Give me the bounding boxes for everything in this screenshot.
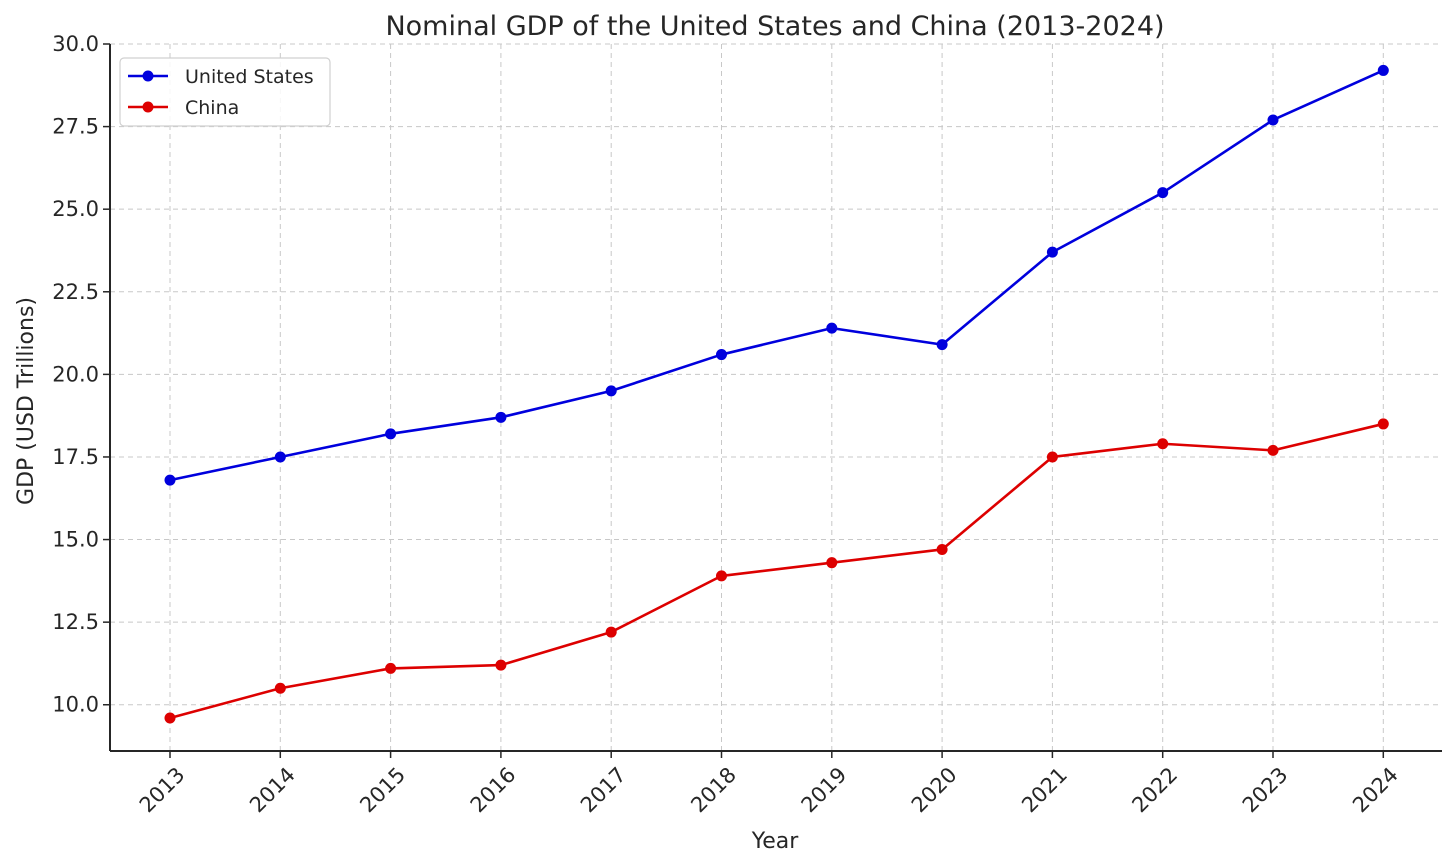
data-point xyxy=(1046,451,1058,463)
data-point xyxy=(936,339,948,351)
x-tick-label: 2017 xyxy=(576,763,631,818)
data-point xyxy=(716,570,727,582)
y-tick-label: 17.5 xyxy=(52,445,99,469)
y-tick-label: 30.0 xyxy=(52,32,99,56)
series-line xyxy=(169,69,1384,482)
x-tick-label: 2018 xyxy=(686,763,741,818)
y-tick-label: 12.5 xyxy=(52,610,99,634)
data-point xyxy=(1377,64,1389,76)
legend-label: China xyxy=(185,97,239,119)
x-tick-label: 2023 xyxy=(1238,763,1293,818)
data-point xyxy=(385,662,397,674)
series-group xyxy=(164,64,1389,724)
data-point xyxy=(495,659,507,671)
y-tick-label: 15.0 xyxy=(52,528,99,552)
y-tick-label: 25.0 xyxy=(52,197,99,221)
data-point xyxy=(605,626,617,638)
data-point xyxy=(826,322,838,334)
x-tick-label: 2019 xyxy=(797,763,852,818)
y-tick-label: 20.0 xyxy=(52,362,99,386)
x-tick-label: 2022 xyxy=(1127,763,1182,818)
data-point xyxy=(385,428,397,440)
data-point xyxy=(164,474,176,486)
data-point xyxy=(164,712,176,724)
series-china xyxy=(164,418,1389,724)
legend-label: United States xyxy=(185,66,314,88)
data-point xyxy=(605,385,617,397)
data-point xyxy=(1157,438,1169,450)
data-point xyxy=(274,682,286,694)
data-point xyxy=(1267,444,1279,456)
series-united-states xyxy=(164,64,1389,486)
y-tick-label: 27.5 xyxy=(52,115,99,139)
y-axis-label: GDP (USD Trillions) xyxy=(14,297,39,505)
x-tick-label: 2024 xyxy=(1348,763,1403,818)
data-point xyxy=(936,543,948,555)
data-point xyxy=(1046,246,1058,258)
x-tick-label: 2021 xyxy=(1017,763,1072,818)
x-tick-label: 2020 xyxy=(907,763,962,818)
legend-swatch-marker xyxy=(142,70,154,82)
chart-title: Nominal GDP of the United States and Chi… xyxy=(385,11,1164,42)
y-tick-label: 10.0 xyxy=(52,693,99,717)
data-point xyxy=(274,451,286,463)
x-axis-label: Year xyxy=(751,829,800,854)
y-tick-label: 22.5 xyxy=(52,280,99,304)
legend: United States China xyxy=(119,57,331,127)
data-point xyxy=(1157,187,1169,199)
x-tick-label: 2015 xyxy=(355,763,410,818)
data-point xyxy=(495,411,507,423)
data-point xyxy=(826,557,838,569)
gridlines xyxy=(110,43,1442,751)
x-tick-label: 2014 xyxy=(245,763,300,818)
legend-box xyxy=(119,57,331,127)
x-tick-label: 2016 xyxy=(466,763,521,818)
x-tick-label: 2013 xyxy=(135,763,190,818)
axes: 2013 2014 2015 2016 2017 2018 2019 2020 2021 2022… xyxy=(52,32,1442,817)
data-point xyxy=(1377,418,1389,430)
data-point xyxy=(1267,114,1279,126)
legend-swatch-marker xyxy=(142,101,154,113)
data-point xyxy=(716,349,727,361)
series-line xyxy=(169,422,1384,720)
